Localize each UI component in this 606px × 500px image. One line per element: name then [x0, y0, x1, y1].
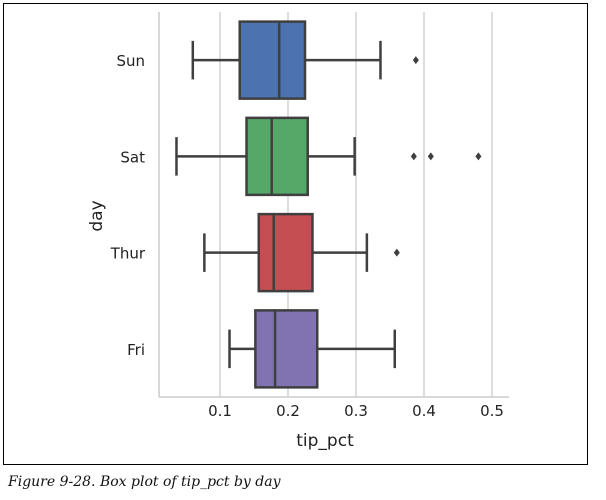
- x-axis-label: tip_pct: [296, 431, 354, 451]
- figure-caption: Figure 9-28. Box plot of tip_pct by day: [8, 474, 281, 490]
- outlier-point: [412, 56, 419, 65]
- y-tick-label: Sat: [120, 148, 145, 166]
- figure-frame: 0.1 0.2 0.3 0.4 0.5 Sun Sat Thur Fri tip_pct day: [3, 3, 588, 465]
- x-tick-label: 0.5: [480, 402, 504, 420]
- iqr-box: [254, 309, 319, 389]
- outlier-point: [393, 248, 400, 257]
- y-tick-label: Fri: [127, 341, 145, 359]
- box-thur: [203, 212, 400, 293]
- tick-layer: 0.1 0.2 0.3 0.4 0.5 Sun Sat Thur Fri: [110, 52, 504, 420]
- axis-layer: [158, 12, 509, 398]
- y-tick-label: Thur: [110, 245, 146, 263]
- iqr-box: [245, 116, 309, 197]
- box-sat: [175, 116, 482, 197]
- y-axis-label: day: [87, 200, 107, 231]
- x-tick-label: 0.3: [344, 402, 368, 420]
- outlier-point: [410, 152, 417, 161]
- iqr-box: [257, 212, 314, 293]
- box-plot-chart: 0.1 0.2 0.3 0.4 0.5 Sun Sat Thur Fri tip_pct day: [87, 12, 509, 451]
- x-tick-label: 0.4: [412, 402, 436, 420]
- box-layer: [175, 20, 482, 389]
- iqr-box: [238, 20, 307, 100]
- y-tick-label: Sun: [116, 52, 145, 70]
- x-tick-label: 0.2: [276, 402, 300, 420]
- box-fri: [228, 309, 397, 389]
- x-tick-label: 0.1: [208, 402, 232, 420]
- outlier-point: [475, 152, 482, 161]
- outlier-point: [427, 152, 434, 161]
- box-sun: [191, 20, 419, 100]
